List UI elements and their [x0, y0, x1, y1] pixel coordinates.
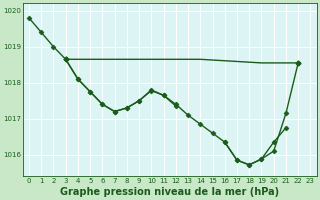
X-axis label: Graphe pression niveau de la mer (hPa): Graphe pression niveau de la mer (hPa) — [60, 187, 279, 197]
